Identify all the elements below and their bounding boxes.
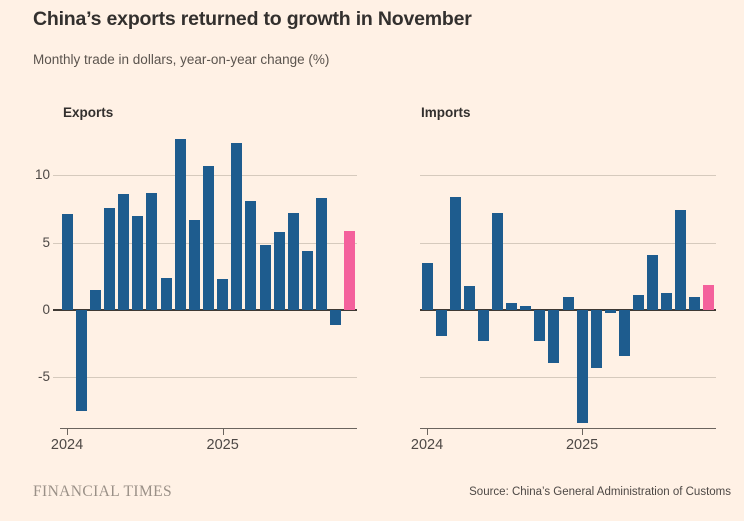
x-axis-label-2025: 2025 (206, 437, 239, 453)
bar-imports-jan-feb-2024 (421, 262, 433, 311)
bar-exports-jan-feb-2025 (217, 279, 229, 311)
x-axis-line (60, 428, 357, 429)
bar-exports-sep-2024 (160, 277, 172, 311)
x-axis-tick-2025 (582, 429, 584, 435)
source-note: Source: China’s General Administration o… (469, 486, 731, 498)
bar-exports-jun-2025 (273, 231, 285, 311)
bar-exports-jul-2024 (132, 215, 144, 311)
x-axis-tick-2024 (67, 429, 69, 435)
bar-exports-jan-feb-2024 (61, 214, 73, 311)
bar-imports-jan-feb-2025 (576, 310, 588, 424)
gridline--5 (420, 377, 716, 379)
chart-subtitle: Monthly trade in dollars, year-on-year c… (33, 52, 330, 67)
bar-imports-apr-2024 (449, 196, 461, 311)
bar-imports-aug-2025 (661, 292, 673, 311)
y-axis-tick-0 (53, 309, 60, 312)
bar-imports-mar-2024 (435, 310, 447, 336)
bar-exports-dec-2024 (203, 166, 214, 311)
gridline-0 (60, 309, 357, 312)
bar-exports-apr-2025 (245, 201, 257, 311)
y-axis-tick--5 (53, 377, 60, 379)
bar-imports-apr-2025 (604, 310, 616, 313)
bar-exports-apr-2024 (89, 289, 101, 311)
bar-exports-jul-2025 (287, 213, 299, 311)
financial-times-logo: FINANCIAL TIMES (33, 483, 173, 500)
gridline-0 (420, 309, 716, 312)
x-axis-line (420, 428, 716, 429)
bar-exports-oct-2025 (330, 310, 342, 325)
y-axis-label-10: 10 (34, 167, 50, 183)
bar-imports-may-2024 (463, 285, 475, 311)
bar-exports-may-2025 (259, 245, 271, 311)
bar-exports-jun-2024 (118, 194, 130, 311)
y-axis-label--5: -5 (37, 369, 50, 385)
y-axis-label-5: 5 (42, 234, 50, 250)
bar-imports-oct-2024 (534, 310, 546, 342)
x-axis-label-2024: 2024 (50, 437, 84, 453)
bar-imports-mar-2025 (590, 310, 602, 368)
bar-exports-nov-2024 (188, 219, 200, 311)
x-axis-tick-2024 (427, 429, 429, 435)
y-axis-tick-10 (53, 175, 60, 177)
gridline--5 (60, 377, 357, 379)
panel-title-imports: Imports (421, 105, 471, 120)
bar-exports-oct-2024 (174, 139, 186, 311)
gridline-5 (420, 242, 716, 244)
imports-bar-chart: 2024 2025 (411, 131, 716, 453)
bar-exports-may-2024 (104, 207, 115, 311)
bar-imports-nov-2024 (548, 310, 560, 363)
bar-exports-aug-2024 (146, 192, 158, 311)
bar-imports-jul-2024 (492, 213, 504, 311)
bar-exports-sep-2025 (316, 198, 328, 311)
bar-imports-aug-2024 (506, 303, 518, 311)
bar-imports-oct-2025 (689, 296, 701, 311)
chart-title: China’s exports returned to growth in No… (33, 8, 472, 30)
bar-imports-may-2025 (618, 310, 630, 356)
panel-title-exports: Exports (63, 105, 114, 120)
bar-imports-jul-2025 (647, 254, 659, 311)
exports-bar-chart: 10 5 0 -5 2024 2025 (35, 131, 357, 453)
x-axis-label-2024: 2024 (410, 437, 444, 453)
bar-imports-nov-2025 (703, 284, 715, 311)
bar-imports-sep-2025 (675, 210, 687, 311)
bar-exports-mar-2025 (231, 143, 243, 311)
bar-imports-sep-2024 (520, 306, 532, 311)
bar-exports-nov-2025 (344, 230, 356, 311)
bar-imports-dec-2024 (562, 296, 574, 311)
bar-exports-aug-2025 (302, 250, 313, 311)
y-axis-tick-5 (53, 242, 60, 244)
gridline-10 (420, 175, 716, 177)
bar-exports-mar-2024 (75, 310, 87, 412)
bar-imports-jun-2025 (632, 295, 644, 311)
bar-imports-jun-2024 (477, 310, 489, 342)
x-axis-label-2025: 2025 (565, 437, 599, 453)
y-axis-label-0: 0 (42, 302, 50, 318)
x-axis-tick-2025 (222, 429, 224, 435)
